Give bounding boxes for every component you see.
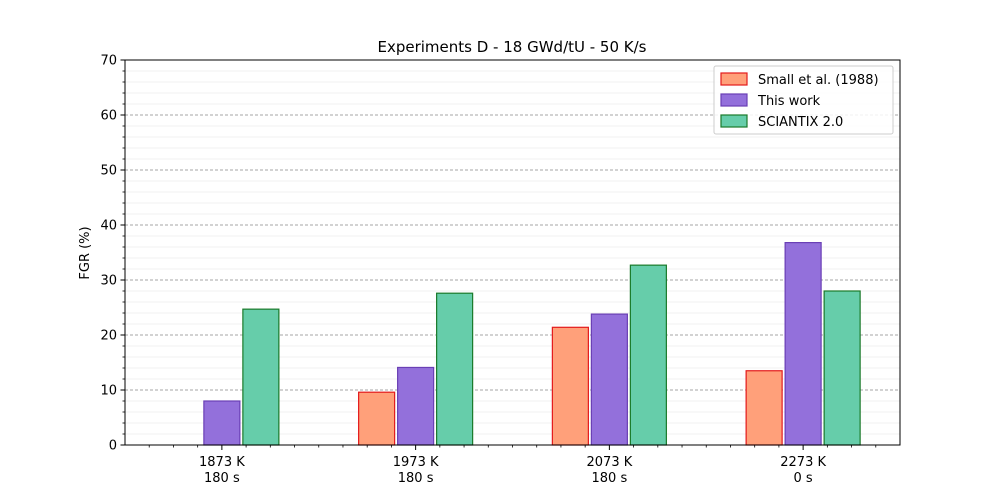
bar-2-4 bbox=[784, 242, 822, 446]
bar-2-1 bbox=[203, 400, 241, 446]
y-tick-label: 10 bbox=[100, 384, 117, 399]
legend-swatch-3 bbox=[720, 114, 748, 128]
y-axis-label: FGR (%) bbox=[78, 226, 93, 279]
bar-3-2 bbox=[436, 292, 474, 446]
y-tick-label: 40 bbox=[100, 219, 117, 234]
y-tick-label: 70 bbox=[100, 54, 117, 69]
x-tick-label-line1: 1873 K bbox=[199, 455, 245, 470]
legend-swatch-1 bbox=[720, 72, 748, 86]
legend-swatch-2 bbox=[720, 93, 748, 107]
legend-label-1: Small et al. (1988) bbox=[758, 73, 879, 88]
y-tick-label: 50 bbox=[100, 164, 117, 179]
bar-3-3 bbox=[629, 264, 667, 446]
x-tick-label-line1: 2073 K bbox=[587, 455, 633, 470]
legend: Small et al. (1988) This work SCIANTIX 2.0 bbox=[713, 65, 894, 135]
bar-2-2 bbox=[397, 366, 435, 446]
bars bbox=[203, 242, 861, 446]
chart-title: Experiments D - 18 GWd/tU - 50 K/s bbox=[377, 38, 646, 56]
bar-3-4 bbox=[823, 290, 861, 446]
x-tick-label-line1: 2273 K bbox=[780, 455, 826, 470]
bar-1-3 bbox=[551, 326, 589, 446]
bar-2-3 bbox=[590, 313, 628, 446]
legend-label-3: SCIANTIX 2.0 bbox=[758, 115, 843, 130]
y-tick-label: 20 bbox=[100, 329, 117, 344]
x-tick-label-line2: 180 s bbox=[398, 471, 434, 486]
y-tick-label: 0 bbox=[109, 439, 117, 454]
bar-1-4 bbox=[745, 370, 783, 446]
bar-3-1 bbox=[242, 308, 280, 446]
y-tick-label: 30 bbox=[100, 274, 117, 289]
y-tick-label: 60 bbox=[100, 109, 117, 124]
bar-1-2 bbox=[358, 391, 396, 446]
x-tick-label-line2: 180 s bbox=[204, 471, 240, 486]
x-tick-label-line2: 0 s bbox=[794, 471, 813, 486]
x-tick-label-line1: 1973 K bbox=[393, 455, 439, 470]
legend-label-2: This work bbox=[757, 94, 821, 109]
legend-box bbox=[713, 65, 894, 135]
x-tick-label-line2: 180 s bbox=[592, 471, 628, 486]
y-axis: 0 10 20 30 40 50 60 70 bbox=[100, 54, 125, 454]
